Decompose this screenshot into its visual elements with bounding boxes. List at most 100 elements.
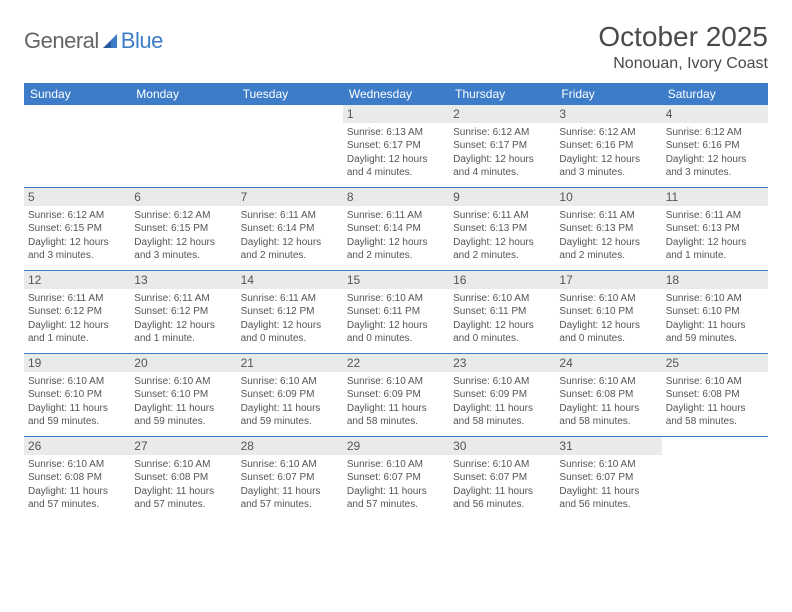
calendar-day: 2Sunrise: 6:12 AMSunset: 6:17 PMDaylight… <box>449 105 555 187</box>
calendar-day: 8 Sunrise: 6:11 AMSunset: 6:14 PMDaylight… <box>343 188 449 270</box>
day-number: 11 <box>662 188 768 206</box>
calendar-day: 3 Sunrise: 6:12 AMSunset: 6:16 PMDaylight… <box>555 105 661 187</box>
calendar-day <box>662 437 768 519</box>
day-info: Sunrise: 6:10 AMSunset: 6:07 PMDaylight:… <box>347 458 445 512</box>
day-info: Sunrise: 6:10 AMSunset: 6:09 PMDaylight:… <box>241 375 339 429</box>
page-title: October 2025 <box>598 22 768 53</box>
calendar-day: 1 Sunrise: 6:13 AMSunset: 6:17 PMDaylight… <box>343 105 449 187</box>
day-number: 8 <box>343 188 449 206</box>
day-info: Sunrise: 6:12 AMSunset: 6:15 PMDaylight:… <box>28 209 126 263</box>
calendar-day: 31 Sunrise: 6:10 AMSunset: 6:07 PMDayligh… <box>555 437 661 519</box>
logo-text-blue: Blue <box>121 28 163 53</box>
calendar-day: 30Sunrise: 6:10 AMSunset: 6:07 PMDayligh… <box>449 437 555 519</box>
day-number: 1 <box>343 105 449 123</box>
calendar: SundayMondayTuesdayWednesdayThursdayFrid… <box>24 83 768 519</box>
header: General Blue October 2025 Nonouan, Ivory… <box>24 22 768 73</box>
weekday-label: Thursday <box>449 83 555 105</box>
weekday-label: Sunday <box>24 83 130 105</box>
calendar-day: 16 Sunrise: 6:10 AMSunset: 6:11 PMDayligh… <box>449 271 555 353</box>
calendar-day: 7 Sunrise: 6:11 AMSunset: 6:14 PMDaylight… <box>237 188 343 270</box>
day-number: 7 <box>237 188 343 206</box>
day-number: 6 <box>130 188 236 206</box>
weekday-label: Wednesday <box>343 83 449 105</box>
day-info: Sunrise: 6:12 AMSunset: 6:16 PMDaylight:… <box>559 126 657 180</box>
day-info: Sunrise: 6:10 AMSunset: 6:07 PMDaylight:… <box>559 458 657 512</box>
day-info: Sunrise: 6:11 AMSunset: 6:14 PMDaylight:… <box>241 209 339 263</box>
calendar-day: 15 Sunrise: 6:10 AMSunset: 6:11 PMDayligh… <box>343 271 449 353</box>
calendar-day: 9Sunrise: 6:11 AMSunset: 6:13 PMDaylight… <box>449 188 555 270</box>
day-info: Sunrise: 6:10 AMSunset: 6:10 PMDaylight:… <box>28 375 126 429</box>
day-number: 29 <box>343 437 449 455</box>
day-number: 31 <box>555 437 661 455</box>
day-number: 14 <box>237 271 343 289</box>
day-number: 25 <box>662 354 768 372</box>
calendar-day: 22 Sunrise: 6:10 AMSunset: 6:09 PMDayligh… <box>343 354 449 436</box>
day-info: Sunrise: 6:10 AMSunset: 6:09 PMDaylight:… <box>347 375 445 429</box>
calendar-week: 19Sunrise: 6:10 AMSunset: 6:10 PMDayligh… <box>24 354 768 437</box>
calendar-day: 19 Sunrise: 6:10 AMSunset: 6:10 PMDayligh… <box>24 354 130 436</box>
day-number: 26 <box>24 437 130 455</box>
calendar-week: 1 Sunrise: 6:13 AMSunset: 6:17 PMDaylight… <box>24 105 768 188</box>
day-info: Sunrise: 6:13 AMSunset: 6:17 PMDaylight:… <box>347 126 445 180</box>
day-number: 18 <box>662 271 768 289</box>
weekday-label: Tuesday <box>237 83 343 105</box>
day-info: Sunrise: 6:10 AMSunset: 6:08 PMDaylight:… <box>559 375 657 429</box>
weekday-label: Friday <box>555 83 661 105</box>
day-info: Sunrise: 6:10 AMSunset: 6:08 PMDaylight:… <box>28 458 126 512</box>
calendar-day: 18 Sunrise: 6:10 AMSunset: 6:10 PMDayligh… <box>662 271 768 353</box>
day-number: 16 <box>449 271 555 289</box>
weekday-label: Saturday <box>662 83 768 105</box>
day-number: 17 <box>555 271 661 289</box>
day-info: Sunrise: 6:11 AMSunset: 6:14 PMDaylight:… <box>347 209 445 263</box>
day-number: 22 <box>343 354 449 372</box>
calendar-day: 25 Sunrise: 6:10 AMSunset: 6:08 PMDayligh… <box>662 354 768 436</box>
day-info: Sunrise: 6:10 AMSunset: 6:11 PMDaylight:… <box>347 292 445 346</box>
calendar-day: 13Sunrise: 6:11 AMSunset: 6:12 PMDayligh… <box>130 271 236 353</box>
logo-sail-icon <box>101 32 121 50</box>
calendar-day: 17 Sunrise: 6:10 AMSunset: 6:10 PMDayligh… <box>555 271 661 353</box>
day-info: Sunrise: 6:10 AMSunset: 6:11 PMDaylight:… <box>453 292 551 346</box>
day-number: 2 <box>449 105 555 123</box>
day-info: Sunrise: 6:10 AMSunset: 6:08 PMDaylight:… <box>666 375 764 429</box>
day-info: Sunrise: 6:11 AMSunset: 6:12 PMDaylight:… <box>28 292 126 346</box>
day-number: 19 <box>24 354 130 372</box>
day-number: 10 <box>555 188 661 206</box>
day-info: Sunrise: 6:10 AMSunset: 6:10 PMDaylight:… <box>559 292 657 346</box>
calendar-day: 10 Sunrise: 6:11 AMSunset: 6:13 PMDayligh… <box>555 188 661 270</box>
calendar-day: 12Sunrise: 6:11 AMSunset: 6:12 PMDayligh… <box>24 271 130 353</box>
day-number: 3 <box>555 105 661 123</box>
calendar-day: 28Sunrise: 6:10 AMSunset: 6:07 PMDayligh… <box>237 437 343 519</box>
day-info: Sunrise: 6:11 AMSunset: 6:13 PMDaylight:… <box>559 209 657 263</box>
day-info: Sunrise: 6:10 AMSunset: 6:09 PMDaylight:… <box>453 375 551 429</box>
day-number: 9 <box>449 188 555 206</box>
calendar-day <box>130 105 236 187</box>
weekday-label: Monday <box>130 83 236 105</box>
day-info: Sunrise: 6:12 AMSunset: 6:16 PMDaylight:… <box>666 126 764 180</box>
weekday-header: SundayMondayTuesdayWednesdayThursdayFrid… <box>24 83 768 105</box>
day-info: Sunrise: 6:11 AMSunset: 6:12 PMDaylight:… <box>241 292 339 346</box>
day-number: 15 <box>343 271 449 289</box>
day-info: Sunrise: 6:10 AMSunset: 6:08 PMDaylight:… <box>134 458 232 512</box>
day-number: 21 <box>237 354 343 372</box>
day-number: 13 <box>130 271 236 289</box>
calendar-week: 5Sunrise: 6:12 AMSunset: 6:15 PMDaylight… <box>24 188 768 271</box>
calendar-day: 5 Sunrise: 6:12 AMSunset: 6:15 PMDaylight… <box>24 188 130 270</box>
calendar-day: 4Sunrise: 6:12 AMSunset: 6:16 PMDaylight… <box>662 105 768 187</box>
calendar-day <box>237 105 343 187</box>
weeks-container: 1 Sunrise: 6:13 AMSunset: 6:17 PMDaylight… <box>24 105 768 519</box>
day-info: Sunrise: 6:10 AMSunset: 6:10 PMDaylight:… <box>134 375 232 429</box>
day-number: 24 <box>555 354 661 372</box>
calendar-day: 20Sunrise: 6:10 AMSunset: 6:10 PMDayligh… <box>130 354 236 436</box>
day-number: 28 <box>237 437 343 455</box>
calendar-day: 21 Sunrise: 6:10 AMSunset: 6:09 PMDayligh… <box>237 354 343 436</box>
day-info: Sunrise: 6:11 AMSunset: 6:13 PMDaylight:… <box>666 209 764 263</box>
title-block: October 2025 Nonouan, Ivory Coast <box>598 22 768 73</box>
day-info: Sunrise: 6:10 AMSunset: 6:10 PMDaylight:… <box>666 292 764 346</box>
calendar-day: 23Sunrise: 6:10 AMSunset: 6:09 PMDayligh… <box>449 354 555 436</box>
calendar-day: 11 Sunrise: 6:11 AMSunset: 6:13 PMDayligh… <box>662 188 768 270</box>
calendar-day: 6 Sunrise: 6:12 AMSunset: 6:15 PMDaylight… <box>130 188 236 270</box>
day-number: 30 <box>449 437 555 455</box>
day-number: 5 <box>24 188 130 206</box>
day-number: 27 <box>130 437 236 455</box>
day-info: Sunrise: 6:12 AMSunset: 6:15 PMDaylight:… <box>134 209 232 263</box>
